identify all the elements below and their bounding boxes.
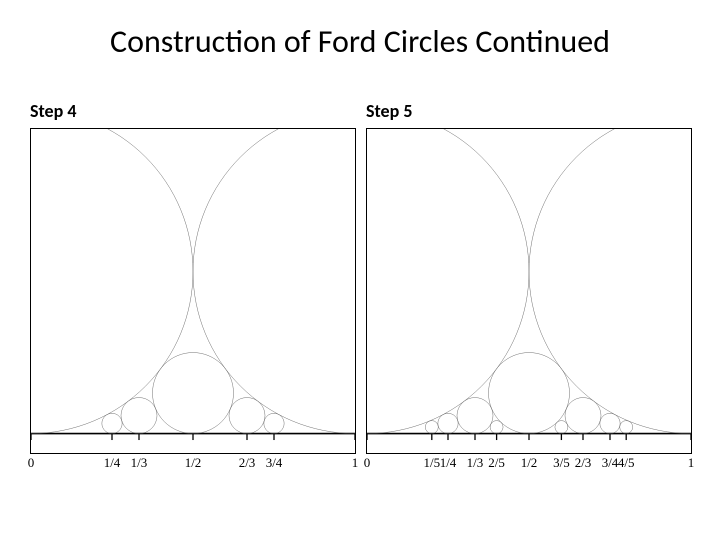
axis-tick-label: 1 <box>688 455 695 471</box>
axis-tick-label: 3/4 <box>266 455 283 471</box>
ford-circle <box>490 421 503 434</box>
axis-tick-label: 2/3 <box>575 455 592 471</box>
ford-circle <box>425 421 438 434</box>
axis-tick-label: 0 <box>28 455 35 471</box>
ford-circle <box>529 129 691 434</box>
ford-circle <box>565 398 601 434</box>
ford-circle <box>193 129 355 434</box>
axis-tick-label: 2/3 <box>239 455 256 471</box>
panel-step4-label: Step 4 <box>30 100 354 122</box>
ford-circle <box>555 421 568 434</box>
axis-tick-label: 1/5 <box>423 455 440 471</box>
axis-tick-label: 1 <box>352 455 359 471</box>
axis-tick-label: 1/3 <box>131 455 148 471</box>
axis-tick-label: 3/5 <box>553 455 570 471</box>
panel-step5-box: 01/51/41/32/51/23/52/33/44/51 <box>366 128 692 454</box>
ford-circle <box>457 398 493 434</box>
panel-step4-plot <box>31 129 355 453</box>
panel-step4: Step 4 01/41/31/22/33/41 <box>30 100 354 454</box>
ford-circle <box>102 413 122 433</box>
ford-circle <box>31 129 193 434</box>
panel-step5-plot <box>367 129 691 453</box>
page-title: Construction of Ford Circles Continued <box>0 22 720 61</box>
axis-tick-label: 1/4 <box>104 455 121 471</box>
ford-circle <box>489 353 570 434</box>
axis-tick-label: 2/5 <box>488 455 505 471</box>
panel-step4-xaxis: 01/41/31/22/33/41 <box>31 455 355 475</box>
ford-circle <box>229 398 265 434</box>
ford-circle <box>620 421 633 434</box>
axis-tick-label: 3/4 <box>602 455 619 471</box>
panel-step4-box: 01/41/31/22/33/41 <box>30 128 356 454</box>
axis-tick-label: 1/3 <box>467 455 484 471</box>
axis-tick-label: 0 <box>364 455 371 471</box>
ford-circle <box>600 413 620 433</box>
panels-row: Step 4 01/41/31/22/33/41 Step 5 01/51/41… <box>30 100 690 454</box>
ford-circle <box>264 413 284 433</box>
axis-tick-label: 1/2 <box>185 455 202 471</box>
panel-step5: Step 5 01/51/41/32/51/23/52/33/44/51 <box>366 100 690 454</box>
ford-circle <box>438 413 458 433</box>
slide: Construction of Ford Circles Continued S… <box>0 0 720 540</box>
ford-circle <box>153 353 234 434</box>
axis-tick-label: 1/2 <box>521 455 538 471</box>
axis-tick-label: 1/4 <box>440 455 457 471</box>
axis-tick-label: 4/5 <box>618 455 635 471</box>
panel-step5-label: Step 5 <box>366 100 690 122</box>
panel-step5-xaxis: 01/51/41/32/51/23/52/33/44/51 <box>367 455 691 475</box>
ford-circle <box>121 398 157 434</box>
ford-circle <box>367 129 529 434</box>
